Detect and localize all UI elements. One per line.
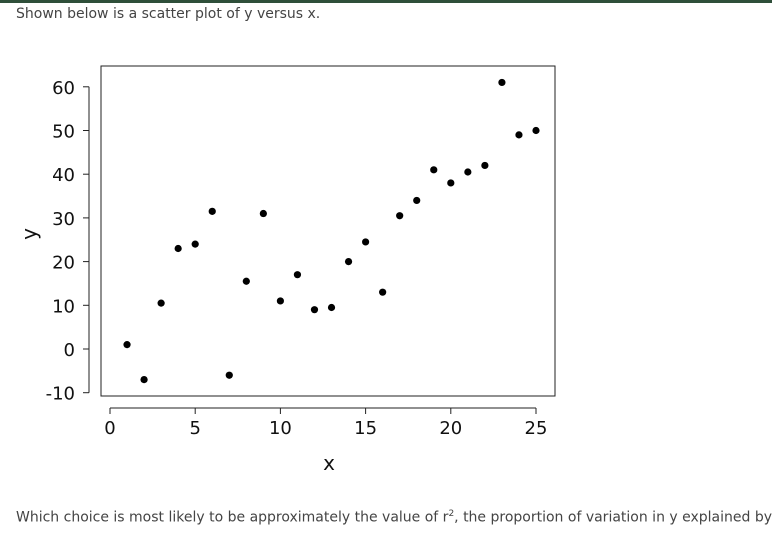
scatter-plot: -10 0 10 20 30 40 50 60 0 5 10 15 20 25 x y [17, 65, 556, 475]
x-tick-label: 15 [354, 418, 377, 439]
y-tick-label: 30 [52, 209, 75, 230]
y-axis-label: y [17, 228, 41, 240]
y-tick-label: 60 [52, 78, 75, 99]
data-point [362, 238, 370, 246]
data-point [191, 240, 199, 248]
data-point [532, 126, 540, 135]
y-axis: -10 0 10 20 30 40 50 60 [46, 78, 90, 405]
data-point [413, 196, 421, 205]
x-tick-label: 25 [525, 418, 548, 439]
data-point [174, 244, 182, 253]
data-point [242, 277, 250, 285]
data-point [259, 209, 267, 218]
data-point [293, 271, 302, 279]
plot-frame [100, 65, 556, 397]
data-point [379, 288, 387, 296]
data-point [396, 212, 404, 220]
data-point [515, 131, 523, 139]
data-point [208, 207, 216, 215]
data-point [123, 341, 131, 349]
data-point [344, 258, 353, 266]
data-point [140, 375, 148, 384]
data-points [123, 78, 540, 384]
y-tick-label: 20 [52, 253, 75, 274]
top-accent-bar [0, 0, 772, 3]
data-point [430, 166, 438, 174]
question-text-after: , the proportion of variation in y expla… [454, 509, 772, 526]
x-tick-label: 20 [439, 418, 462, 439]
data-point [276, 297, 284, 305]
y-tick-label: 10 [52, 296, 75, 317]
question-superscript: 2 [448, 509, 455, 519]
data-point [327, 303, 336, 312]
x-tick-label: 10 [269, 418, 292, 439]
x-axis-label: x [323, 451, 335, 475]
x-tick-label: 0 [104, 418, 115, 439]
data-point [225, 371, 233, 379]
data-point [447, 179, 455, 187]
x-axis: 0 5 10 15 20 25 [104, 407, 548, 439]
y-tick-label: 0 [64, 340, 75, 361]
data-point [464, 168, 472, 176]
y-tick-label: -10 [46, 384, 75, 405]
y-tick-label: 50 [52, 122, 75, 143]
intro-text: Shown below is a scatter plot of y versu… [16, 6, 321, 22]
data-point [157, 299, 165, 307]
data-point [481, 161, 489, 170]
data-point [310, 306, 319, 314]
question-text: Which choice is most likely to be approx… [16, 509, 772, 526]
data-point [498, 78, 506, 87]
question-text-before: Which choice is most likely to be approx… [16, 509, 449, 526]
x-tick-label: 5 [189, 418, 200, 439]
y-tick-label: 40 [52, 165, 75, 186]
